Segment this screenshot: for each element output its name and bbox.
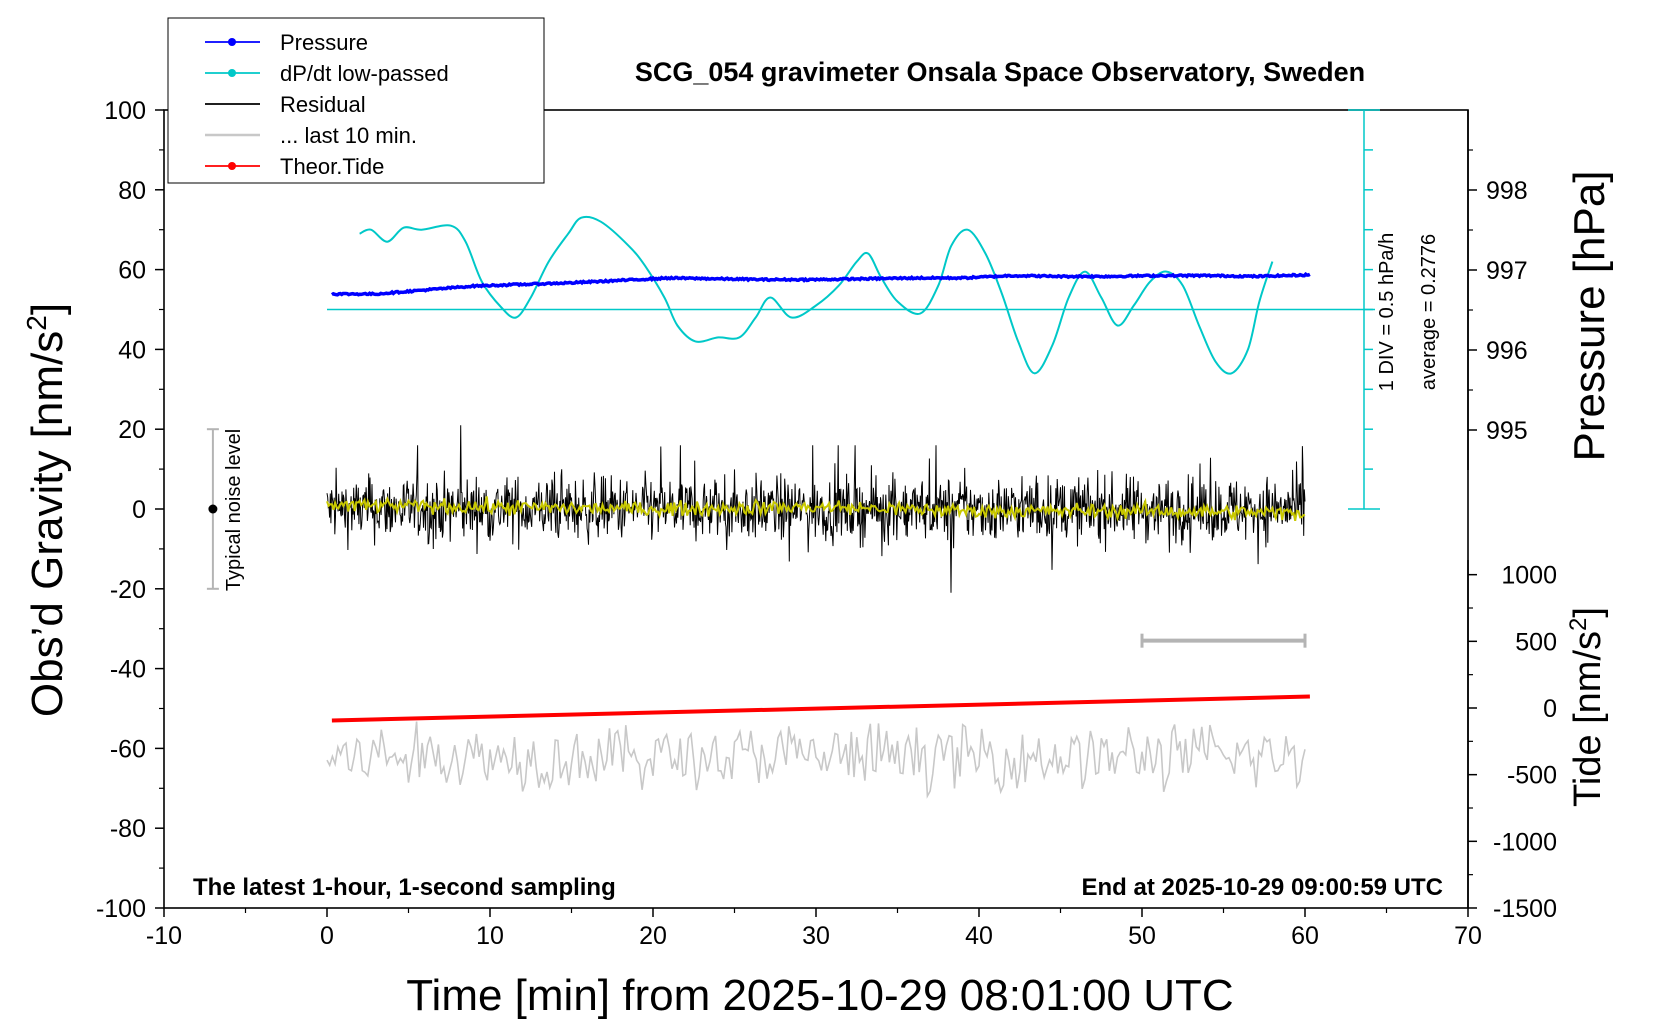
legend-label: Pressure (280, 30, 368, 55)
dpdt-lowpass-line (359, 215, 1274, 375)
pressure-tick-label: 997 (1486, 257, 1528, 285)
theor-tide-line (331, 694, 1310, 723)
y-tick-label: 60 (118, 257, 146, 285)
pressure-tick-label: 996 (1486, 337, 1528, 365)
y-axis-label-gravity-sup: 2 (21, 315, 52, 331)
legend-marker (228, 162, 236, 170)
y-tick-label: -60 (110, 735, 146, 763)
y-tick-label: -80 (110, 815, 146, 843)
y-axis-label-tide: Tide [nm/s2] (1565, 607, 1609, 807)
tide-tick-label: 1000 (1501, 562, 1557, 590)
series-layer (326, 215, 1311, 799)
y-tick-label: 20 (118, 416, 146, 444)
legend: Pressure dP/dt low-passed Residual ... last… (167, 17, 545, 184)
x-tick-label: 20 (639, 922, 667, 950)
x-tick-label: -10 (146, 922, 182, 950)
y-axis-label-tide-end: ] (1567, 607, 1609, 618)
x-tick-label: 60 (1291, 922, 1319, 950)
tide-tick-label: 0 (1543, 695, 1557, 723)
pressure-tick-label: 998 (1486, 177, 1528, 205)
tide-tick-label: -500 (1507, 762, 1557, 790)
end-time-note: End at 2025-10-29 09:00:59 UTC (1082, 874, 1444, 901)
chart-title: SCG_054 gravimeter Onsala Space Observat… (635, 57, 1365, 87)
x-tick-label: 0 (320, 922, 334, 950)
noise-level-label: Typical noise level (223, 429, 245, 591)
legend-marker (228, 38, 236, 46)
tide-tick-label: 500 (1515, 628, 1557, 656)
axes-layer: -10 0 10 20 30 40 50 60 70-100-80-60-40-20020406… (96, 97, 1557, 950)
residual-line (326, 425, 1306, 593)
legend-label: ... last 10 min. (280, 123, 417, 148)
noise-bar-center (208, 504, 218, 514)
annotation-layer (206, 109, 1380, 648)
dpdt-scale-note: 1 DIV = 0.5 hPa/h (1376, 233, 1398, 391)
y-tick-label: 40 (118, 336, 146, 364)
tide-tick-label: -1500 (1493, 895, 1557, 923)
y-tick-label: 0 (132, 496, 146, 524)
last-10min-line (326, 721, 1306, 799)
legend-marker (228, 69, 236, 77)
y-axis-label-gravity: Obs’d Gravity [nm/s2] (21, 303, 72, 717)
x-tick-label: 40 (965, 922, 993, 950)
y-axis-label-pressure: Pressure [hPa] (1565, 170, 1614, 461)
x-tick-label: 70 (1454, 922, 1482, 950)
legend-label: Residual (280, 92, 366, 117)
y-tick-label: -100 (96, 895, 146, 923)
x-tick-label: 30 (802, 922, 830, 950)
legend-label: dP/dt low-passed (280, 61, 449, 86)
residual-lowpass-line (326, 496, 1306, 523)
x-tick-label: 10 (476, 922, 504, 950)
y-tick-label: 100 (104, 97, 146, 125)
y-tick-label: 80 (118, 177, 146, 205)
x-tick-label: 50 (1128, 922, 1156, 950)
y-tick-label: -40 (110, 656, 146, 684)
y-tick-label: -20 (110, 576, 146, 604)
legend-label: Theor.Tide (280, 154, 384, 179)
y-axis-label-tide-sup: 2 (1565, 618, 1592, 631)
tide-tick-label: -1000 (1493, 828, 1557, 856)
pressure-tick-label: 995 (1486, 417, 1528, 445)
x-axis-label: Time [min] from 2025-10-29 08:01:00 UTC (406, 971, 1233, 1020)
dpdt-average-note: average = 0.2776 (1418, 234, 1440, 390)
pressure-line (330, 271, 1311, 297)
y-axis-label-gravity-end: ] (23, 303, 72, 315)
sampling-note: The latest 1-hour, 1-second sampling (193, 874, 616, 901)
